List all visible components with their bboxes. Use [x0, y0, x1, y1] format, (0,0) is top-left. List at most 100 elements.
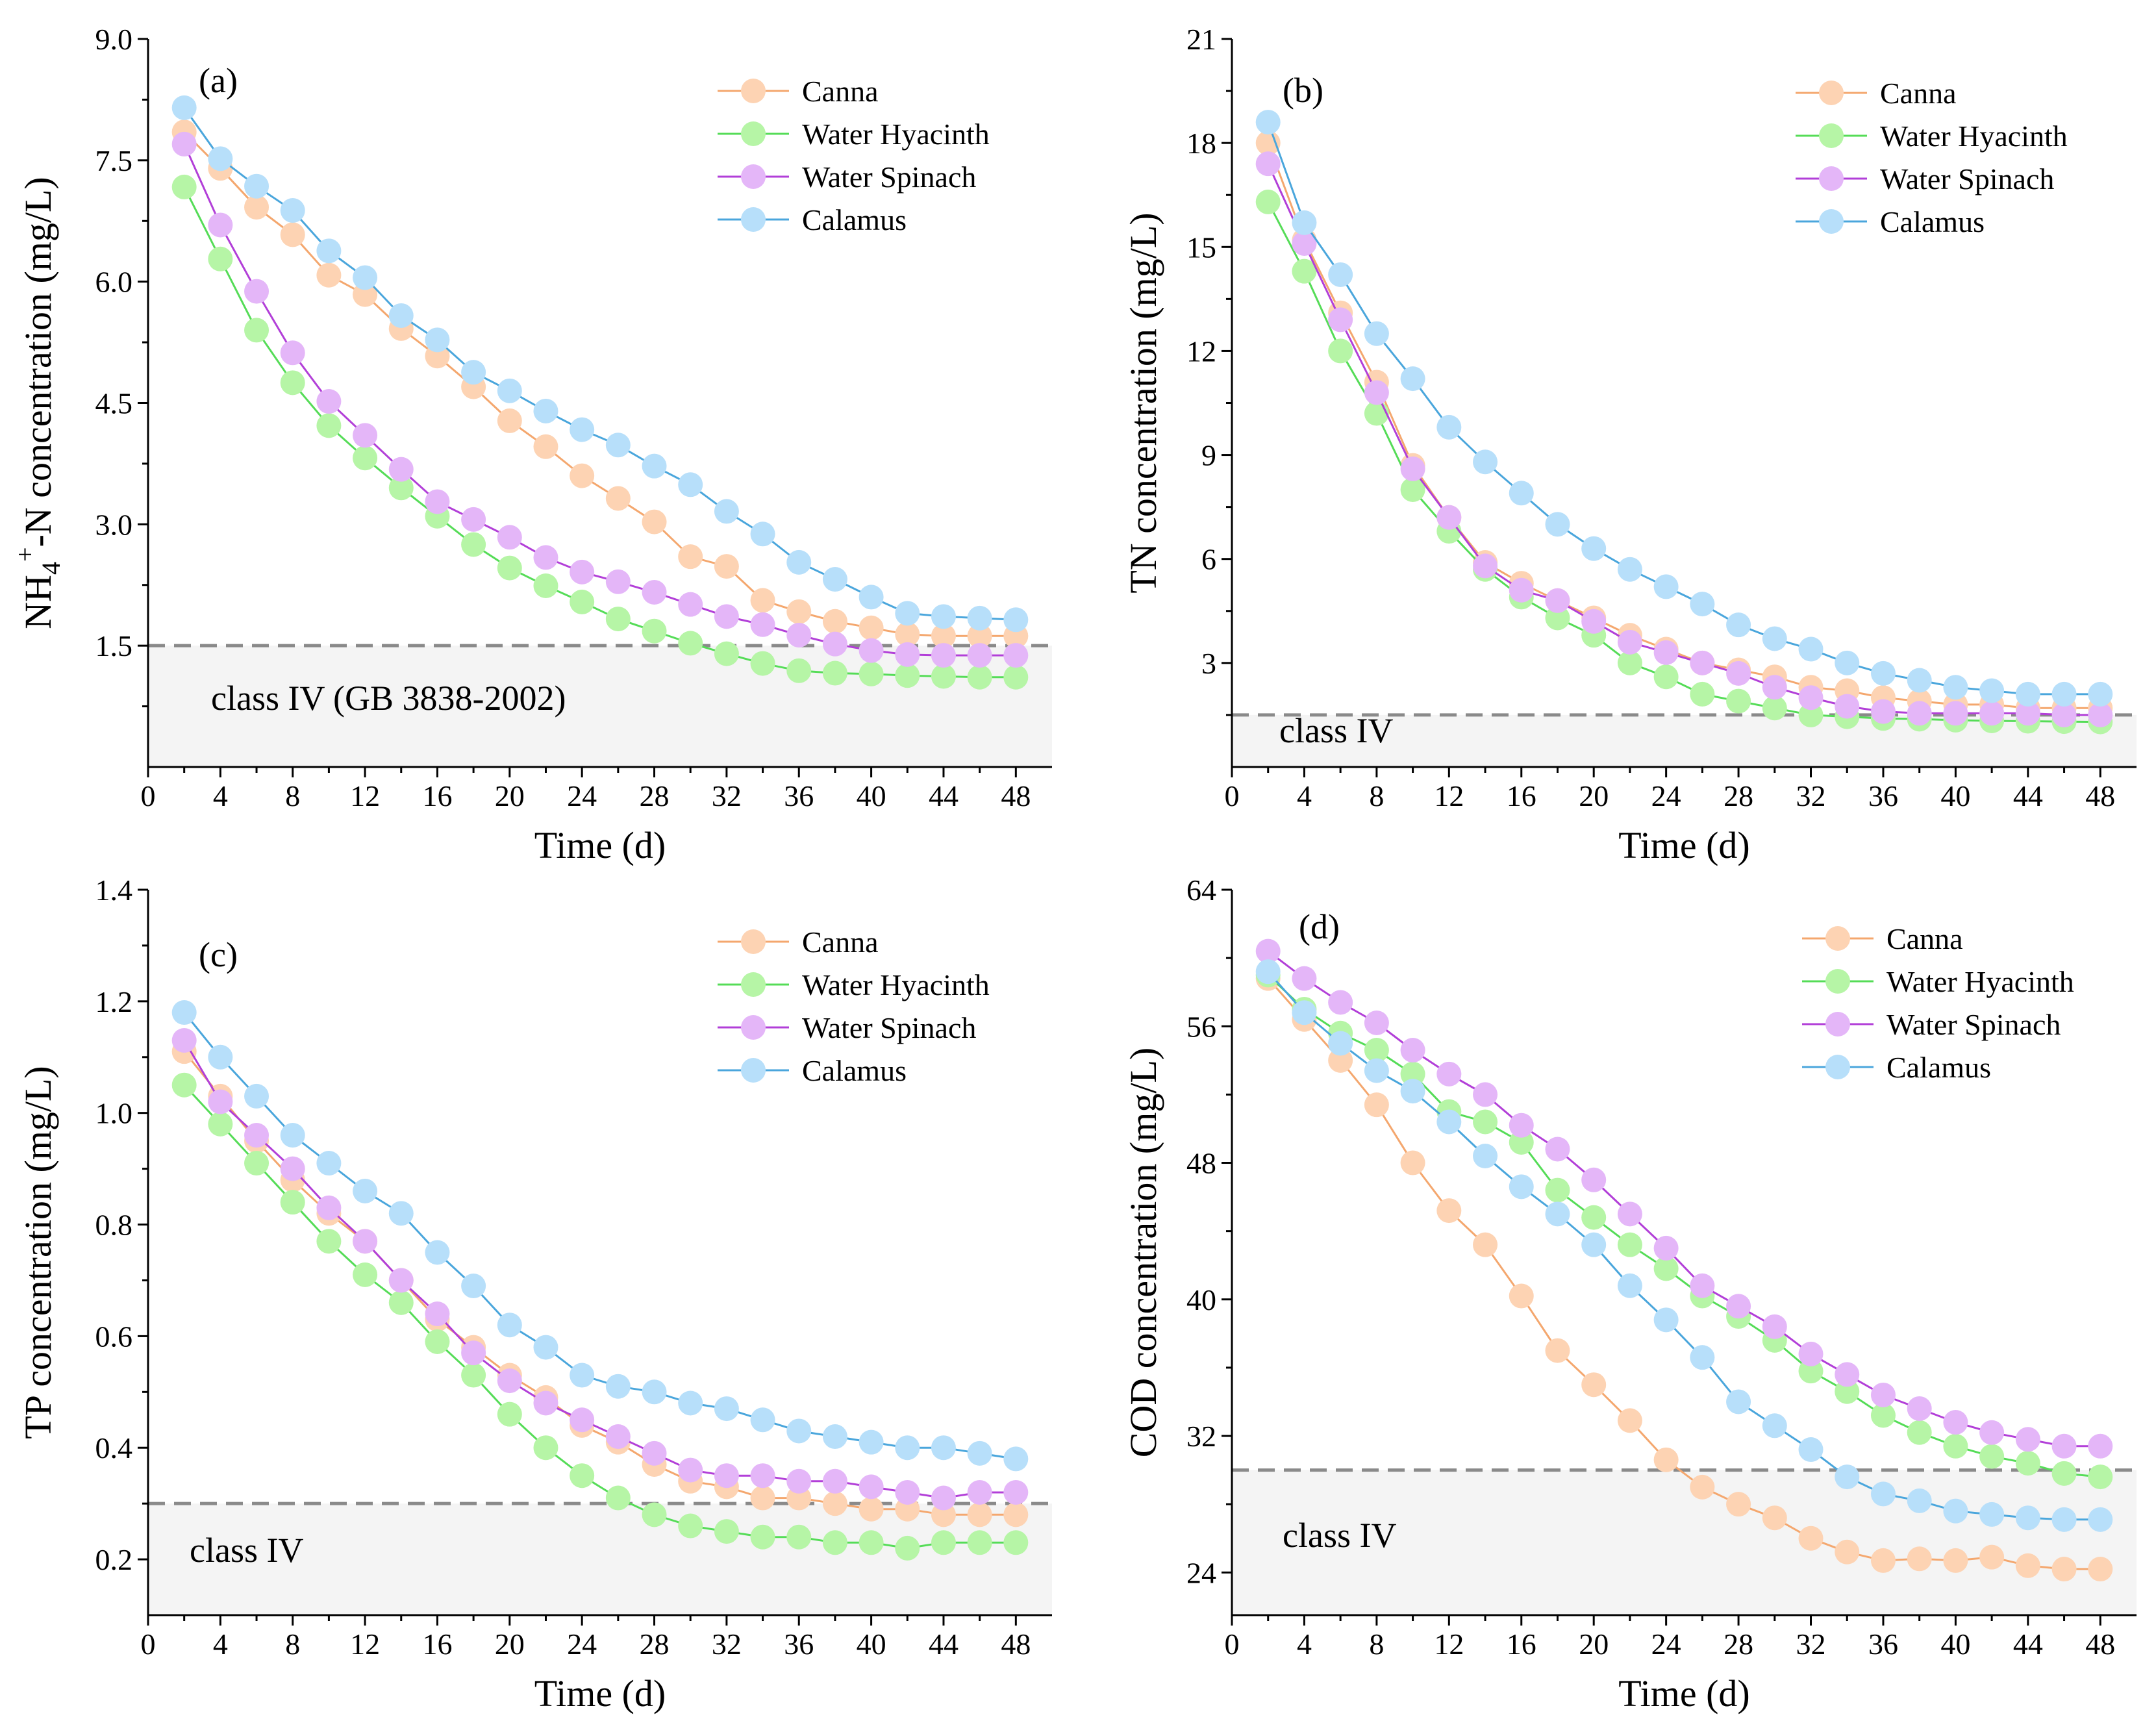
data-point [1835, 1464, 1860, 1490]
data-point [1545, 512, 1570, 537]
data-point [1617, 1408, 1642, 1433]
data-point [1003, 607, 1029, 633]
data-point [1798, 1437, 1824, 1463]
data-point [895, 1479, 920, 1505]
data-point [967, 1530, 992, 1555]
data-point [316, 238, 342, 264]
data-point [1003, 643, 1029, 668]
x-tick-label: 4 [1297, 1627, 1312, 1661]
data-point [353, 282, 378, 307]
series-water-hyacinth [1255, 189, 2113, 735]
y-tick-label: 15 [1186, 231, 1216, 264]
data-point [244, 1083, 270, 1109]
data-point [570, 417, 595, 442]
x-tick-label: 24 [1651, 1627, 1681, 1661]
data-point [750, 1463, 775, 1489]
data-point [822, 1468, 847, 1494]
data-point [605, 433, 631, 458]
data-point [859, 1474, 884, 1500]
data-point [570, 589, 595, 614]
data-point [714, 1396, 739, 1422]
legend-label: Calamus [1886, 1051, 1991, 1084]
x-tick-label: 16 [1507, 779, 1536, 812]
legend-marker [1825, 1055, 1850, 1079]
data-point [931, 643, 956, 668]
data-point [605, 1424, 631, 1450]
data-point [750, 1485, 775, 1511]
data-point [859, 584, 884, 610]
data-point [605, 1485, 631, 1511]
data-point [786, 1418, 812, 1444]
data-point [353, 1178, 378, 1203]
x-tick-label: 12 [350, 1627, 380, 1661]
data-point [1835, 1539, 1860, 1564]
class-iv-label: class IV (GB 3838-2002) [211, 679, 566, 718]
x-tick-label: 28 [1724, 1627, 1753, 1661]
data-point [570, 463, 595, 488]
data-point [859, 1496, 884, 1522]
data-point [1328, 1048, 1353, 1073]
data-point [605, 569, 631, 594]
data-point [1907, 1488, 1932, 1513]
data-point [1364, 380, 1389, 405]
data-point [750, 651, 775, 676]
x-axis-label: Time (d) [1618, 1672, 1750, 1715]
data-point [1907, 701, 1932, 726]
data-point [642, 1379, 667, 1405]
legend-label: Water Spinach [802, 160, 976, 194]
data-point [1003, 1530, 1029, 1555]
x-tick-label: 24 [567, 779, 597, 812]
data-point [244, 1151, 270, 1176]
data-point [171, 95, 197, 120]
data-point [714, 499, 739, 524]
data-point [1003, 1502, 1029, 1527]
series-water-spinach [1255, 151, 2113, 727]
x-tick-label: 20 [495, 1627, 525, 1661]
data-point [967, 643, 992, 668]
data-point [786, 622, 812, 647]
legend-label: Calamus [1880, 205, 1985, 238]
x-tick-label: 8 [285, 1627, 300, 1661]
data-point [750, 1407, 775, 1433]
data-point [714, 641, 739, 666]
data-point [1581, 609, 1607, 634]
x-tick-label: 12 [1434, 1627, 1464, 1661]
x-tick-label: 32 [712, 779, 742, 812]
data-point [967, 1440, 992, 1466]
data-point [1653, 1447, 1679, 1472]
data-point [2051, 1557, 2077, 1582]
data-point [1364, 321, 1389, 346]
y-tick-label: 18 [1186, 127, 1216, 160]
x-tick-label: 48 [1001, 779, 1031, 812]
y-tick-label: 4.5 [95, 387, 133, 420]
x-tick-label: 48 [2085, 1627, 2115, 1661]
data-point [280, 198, 305, 223]
data-point [967, 1479, 992, 1505]
data-point [1943, 1410, 1968, 1435]
x-tick-label: 36 [1868, 1627, 1898, 1661]
data-point [1762, 675, 1787, 700]
data-point [1581, 1232, 1607, 1257]
data-point [2015, 701, 2040, 726]
legend-marker [1819, 166, 1844, 191]
data-point [1907, 1420, 1932, 1445]
y-tick-label: 12 [1186, 334, 1216, 368]
legend-label: Water Spinach [1886, 1008, 2061, 1041]
data-point [1617, 1232, 1642, 1257]
data-point [1400, 1038, 1425, 1063]
x-tick-label: 40 [1940, 779, 1970, 812]
data-point [388, 1201, 414, 1226]
data-point [280, 222, 305, 247]
data-point [1328, 990, 1353, 1015]
y-axis-label: COD concentration (mg/L) [1122, 1048, 1164, 1457]
data-point [1979, 1544, 2005, 1570]
data-point [1690, 1474, 1715, 1500]
data-point [1255, 110, 1281, 135]
data-point [1979, 701, 2005, 726]
data-point [316, 1229, 342, 1254]
data-point [750, 588, 775, 613]
data-point [1400, 456, 1425, 481]
data-point [388, 1290, 414, 1315]
legend-label: Canna [802, 925, 879, 959]
data-point [642, 618, 667, 644]
